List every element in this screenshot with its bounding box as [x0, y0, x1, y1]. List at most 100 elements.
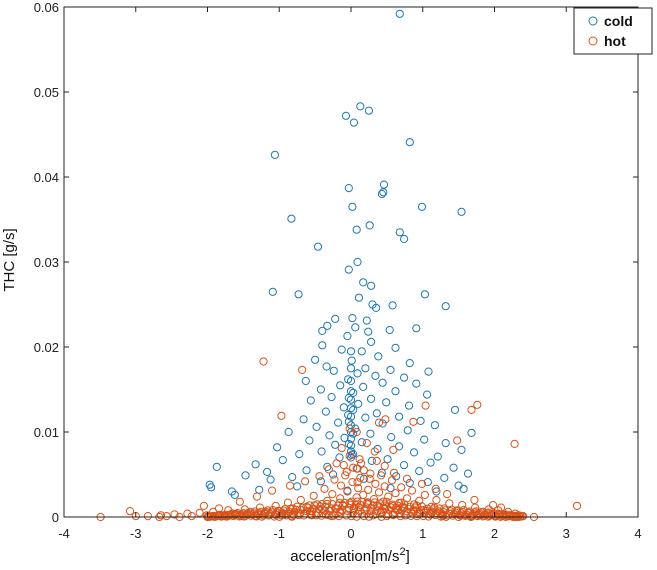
data-point-hot — [362, 439, 371, 448]
data-point-cold — [339, 403, 348, 412]
data-point-cold — [346, 404, 356, 413]
data-point-cold — [331, 314, 340, 323]
data-point-cold — [348, 202, 357, 211]
data-point-hot — [289, 510, 298, 520]
x-axis-label-tail: ] — [406, 548, 410, 565]
data-point-cold — [353, 257, 362, 267]
data-point-cold — [295, 450, 304, 459]
data-point-cold — [322, 362, 331, 371]
data-point-hot — [402, 474, 412, 483]
data-point-cold — [430, 421, 439, 430]
data-point-cold — [415, 467, 424, 476]
data-point-cold — [395, 412, 404, 421]
x-axis-label-sup: 2 — [399, 546, 405, 558]
data-point-cold — [306, 396, 315, 405]
data-point-cold — [441, 439, 450, 448]
data-point-hot — [359, 512, 368, 521]
data-point-cold — [268, 287, 277, 296]
data-point-cold — [344, 439, 353, 448]
data-point-cold — [347, 356, 356, 365]
data-point-cold — [266, 475, 275, 484]
data-point-hot — [324, 465, 333, 474]
data-point-hot — [336, 494, 345, 503]
data-point-cold — [357, 347, 366, 356]
data-point-hot — [369, 495, 379, 504]
data-point-hot — [364, 485, 373, 494]
data-point-cold — [316, 385, 325, 394]
data-point-hot — [301, 477, 310, 486]
data-point-hot — [467, 405, 476, 414]
data-point-hot — [489, 501, 498, 510]
data-point-cold — [379, 188, 388, 197]
data-point-cold — [207, 483, 216, 492]
data-point-cold — [346, 447, 356, 456]
data-point-cold — [426, 458, 435, 467]
data-point-cold — [327, 393, 336, 402]
data-point-hot — [381, 502, 390, 511]
data-point-hot — [320, 484, 329, 493]
data-point-cold — [329, 470, 338, 479]
data-point-cold — [329, 366, 338, 375]
data-point-cold — [378, 419, 387, 428]
data-point-cold — [359, 382, 368, 391]
data-point-cold — [405, 138, 414, 147]
x-tick-label: 1 — [419, 526, 426, 541]
data-point-hot — [330, 475, 339, 484]
data-point-cold — [336, 381, 345, 390]
data-point-cold — [373, 444, 382, 454]
data-point-cold — [331, 440, 340, 449]
x-tick-label: 0 — [347, 526, 354, 541]
data-point-cold — [372, 409, 381, 418]
data-point-hot — [353, 478, 362, 487]
data-point-hot — [340, 498, 349, 507]
data-point-hot — [510, 439, 519, 448]
data-point-cold — [400, 373, 409, 382]
data-point-hot — [352, 427, 361, 437]
y-tick-label: 0.06 — [34, 0, 59, 15]
data-point-cold — [354, 293, 363, 302]
data-point-cold — [367, 394, 376, 403]
data-point-hot — [348, 478, 357, 487]
data-point-hot — [225, 511, 234, 520]
y-tick-label: 0.04 — [34, 170, 59, 185]
data-point-hot — [296, 495, 305, 505]
data-point-cold — [412, 379, 421, 388]
data-point-cold — [349, 405, 358, 414]
data-point-cold — [316, 477, 325, 486]
data-point-cold — [386, 484, 395, 493]
data-point-hot — [371, 479, 380, 488]
data-point-cold — [348, 314, 357, 323]
data-point-hot — [407, 486, 417, 495]
data-point-hot — [355, 455, 364, 464]
data-point-hot — [456, 511, 465, 520]
data-point-cold — [374, 352, 383, 361]
data-point-hot — [307, 510, 316, 520]
data-point-cold — [341, 111, 351, 120]
data-point-hot — [335, 498, 344, 507]
data-point-hot — [391, 489, 400, 498]
data-point-cold — [391, 343, 400, 352]
data-point-hot — [355, 506, 364, 515]
data-point-cold — [344, 184, 353, 193]
data-point-cold — [346, 364, 356, 373]
data-point-cold — [351, 323, 360, 332]
data-point-cold — [293, 482, 302, 491]
x-tick-label: -1 — [273, 526, 285, 541]
data-point-hot — [356, 459, 366, 468]
data-point-cold — [383, 455, 392, 464]
data-point-cold — [357, 438, 366, 447]
data-point-cold — [337, 345, 346, 354]
data-point-cold — [366, 429, 375, 438]
data-point-cold — [278, 456, 287, 465]
data-point-hot — [401, 511, 410, 520]
data-point-hot — [243, 510, 252, 519]
legend-box — [573, 7, 653, 55]
data-point-cold — [323, 462, 332, 471]
data-point-cold — [457, 207, 466, 216]
data-point-cold — [230, 490, 239, 499]
data-point-cold — [364, 327, 373, 336]
data-point-hot — [410, 507, 419, 516]
data-point-cold — [346, 395, 356, 404]
data-point-cold — [301, 376, 310, 386]
data-point-hot — [332, 459, 341, 468]
